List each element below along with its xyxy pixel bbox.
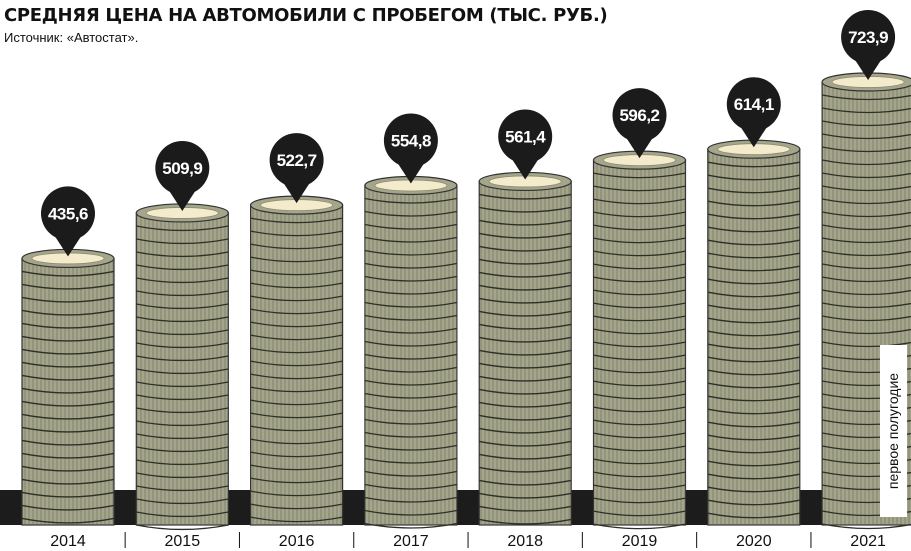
x-tick-label: 2016 xyxy=(279,533,315,550)
x-tick-label: 2018 xyxy=(507,533,543,550)
coin-edge xyxy=(136,525,228,530)
chart-title: СРЕДНЯЯ ЦЕНА НА АВТОМОБИЛИ С ПРОБЕГОМ (Т… xyxy=(4,5,607,26)
stack-ridges xyxy=(136,213,228,525)
value-label: 509,9 xyxy=(162,159,202,178)
value-label: 614,1 xyxy=(734,95,774,114)
coin-stack xyxy=(251,196,343,525)
coin-stack xyxy=(365,176,457,527)
x-tick-label: 2020 xyxy=(736,533,772,550)
coin-stack xyxy=(136,204,228,530)
value-label: 435,6 xyxy=(48,204,88,223)
coin-stack xyxy=(22,249,114,525)
source: Источник: «Автостат». xyxy=(4,30,138,45)
coin-stack xyxy=(479,172,571,525)
stack-ridges xyxy=(22,258,114,525)
x-tick-label: 2019 xyxy=(622,533,658,550)
value-label: 561,4 xyxy=(505,127,546,146)
x-tick-label: 2014 xyxy=(50,533,86,550)
coin-stack xyxy=(708,140,800,525)
x-tick-label: 2015 xyxy=(165,533,201,550)
x-tick-label: 2021 xyxy=(850,533,886,550)
value-label: 723,9 xyxy=(848,28,888,47)
annotation: первое полугодие xyxy=(885,373,901,489)
value-label: 596,2 xyxy=(619,106,659,125)
coin-stack xyxy=(594,151,686,528)
chart: СРЕДНЯЯ ЦЕНА НА АВТОМОБИЛИ С ПРОБЕГОМ (Т… xyxy=(0,0,911,551)
value-label: 554,8 xyxy=(391,131,431,150)
x-tick-label: 2017 xyxy=(393,533,429,550)
value-label: 522,7 xyxy=(277,151,317,170)
